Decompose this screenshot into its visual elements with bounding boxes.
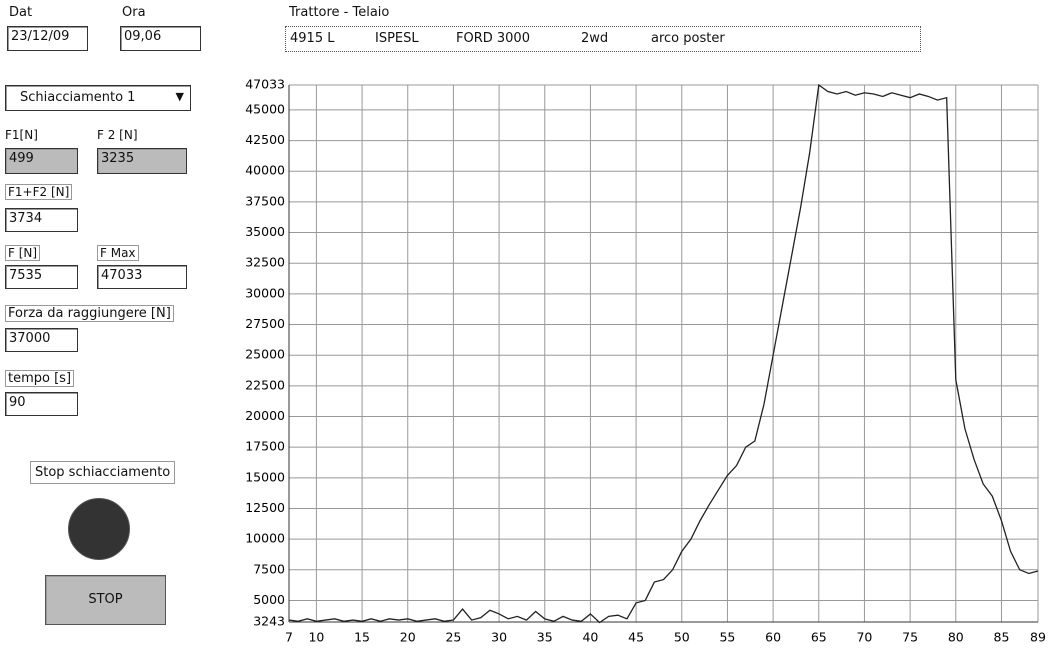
label: F1+F2 [N] (5, 184, 73, 200)
stop-button[interactable]: STOP (45, 575, 166, 625)
y-tick-label: 30000 (245, 285, 285, 300)
label: Stop schiacciamento (30, 461, 176, 484)
y-tick-label: 37500 (245, 193, 285, 208)
x-tick-label: 30 (491, 630, 507, 645)
info: FORD 3000 (456, 31, 530, 46)
x-tick-label: 40 (582, 630, 598, 645)
x-tick-label: 55 (719, 630, 735, 645)
y-tick-label: 12500 (245, 500, 285, 515)
x-tick-label: 15 (354, 630, 370, 645)
x-tick-label: 80 (948, 630, 964, 645)
y-tick-label: 3243 (253, 614, 285, 629)
y-tick-label: 32500 (245, 255, 285, 270)
info: ISPESL (375, 31, 419, 46)
label: F [N] (5, 245, 41, 261)
y-tick-label: 40000 (245, 163, 285, 178)
y-tick-label: 45000 (245, 101, 285, 116)
label: Forza da raggiungere [N] (5, 305, 174, 322)
label: F 2 [N] (97, 128, 138, 142)
x-tick-label: 45 (628, 630, 644, 645)
x-tick-label: 10 (308, 630, 324, 645)
time-field[interactable]: 09,06 (120, 26, 201, 51)
label: F Max (97, 245, 139, 261)
x-tick-label: 65 (811, 630, 827, 645)
f1-field: 499 (5, 148, 78, 174)
x-tick-label: 89 (1030, 630, 1046, 645)
mode-dropdown[interactable]: Schiacciamento 1 ▼ (5, 85, 191, 111)
x-tick-label: 75 (902, 630, 918, 645)
x-tick-label: 35 (537, 630, 553, 645)
x-tick-label: 7 (285, 630, 293, 645)
dropdown-arrow: ▼ (175, 90, 184, 103)
y-tick-label: 42500 (245, 132, 285, 147)
fmax-field: 47033 (97, 265, 187, 289)
f-field: 7535 (5, 265, 78, 289)
time-field[interactable]: 90 (5, 392, 78, 416)
x-tick-label: 85 (994, 630, 1010, 645)
info: 2wd (581, 31, 609, 46)
label: Ora (122, 5, 146, 20)
y-tick-label: 17500 (245, 439, 285, 454)
date-field[interactable]: 23/12/09 (7, 26, 88, 51)
info-field: 4915 L ISPESL FORD 3000 2wd arco poster (285, 26, 921, 52)
target-field[interactable]: 37000 (5, 328, 78, 352)
y-tick-label: 15000 (245, 469, 285, 484)
y-tick-label: 25000 (245, 347, 285, 362)
stop-indicator (68, 498, 130, 560)
y-tick-label: 22500 (245, 377, 285, 392)
info: arco poster (651, 31, 725, 46)
x-tick-label: 20 (400, 630, 416, 645)
sum-field: 3734 (5, 208, 78, 232)
label: Dat (9, 5, 33, 20)
y-tick-label: 10000 (245, 531, 285, 546)
y-tick-label: 5000 (253, 592, 285, 607)
y-tick-label: 27500 (245, 316, 285, 331)
f2-field: 3235 (97, 148, 187, 174)
data-line (288, 83, 1039, 624)
title: Trattore - Telaio (289, 5, 390, 20)
label: F1[N] (5, 128, 38, 142)
x-tick-label: 25 (445, 630, 461, 645)
x-tick-label: 50 (674, 630, 690, 645)
label: tempo [s] (5, 370, 75, 387)
y-tick-label: 35000 (245, 224, 285, 239)
mode: Schiacciamento 1 (20, 90, 136, 105)
y-tick-label: 7500 (253, 561, 285, 576)
x-tick-label: 70 (856, 630, 872, 645)
info: 4915 L (290, 31, 335, 46)
x-tick-label: 60 (765, 630, 781, 645)
y-tick-label: 20000 (245, 408, 285, 423)
y-tick-label: 47033 (245, 77, 285, 92)
